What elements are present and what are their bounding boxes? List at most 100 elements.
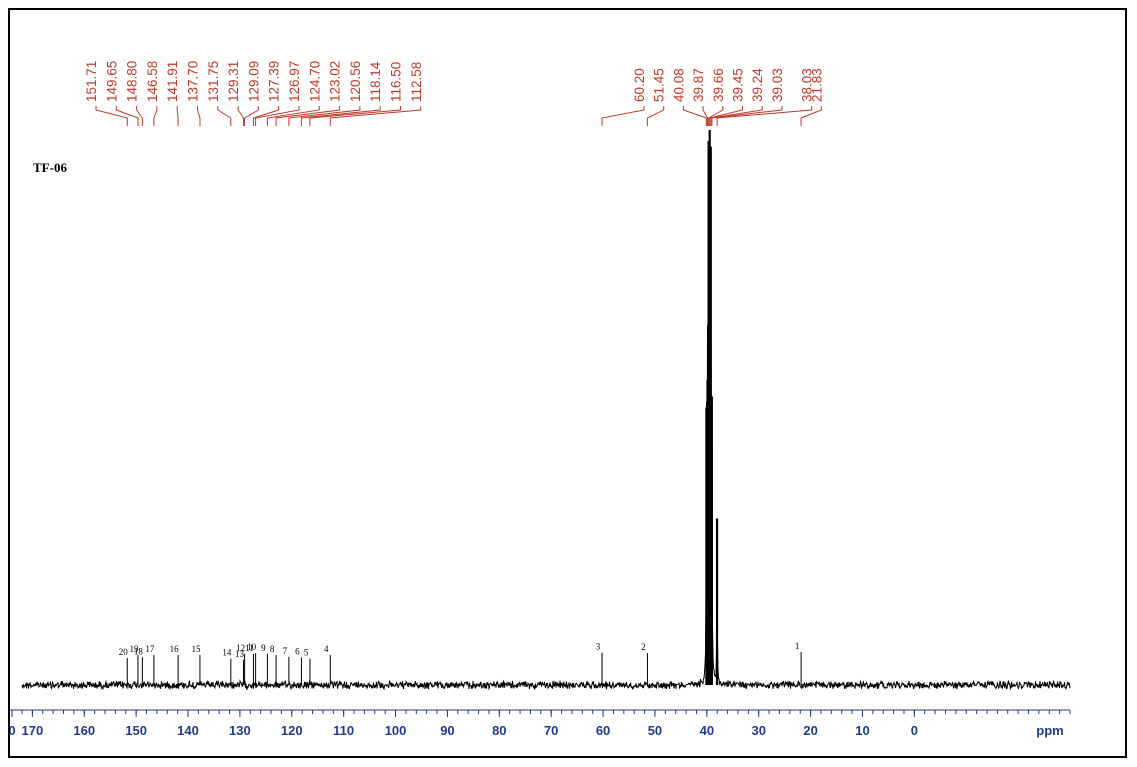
shift-label: 40.08 (671, 68, 686, 102)
peak-number: 16 (170, 644, 180, 654)
shift-label: 120.56 (348, 61, 363, 102)
shift-connector (710, 106, 763, 126)
shift-connector (702, 106, 708, 126)
peak-number: 19 (129, 644, 139, 654)
peak-number: 3 (596, 642, 601, 652)
peak-number: 1 (795, 641, 800, 651)
shift-connector (716, 106, 813, 126)
shift-label: 51.45 (652, 68, 667, 102)
tick-label: 140 (177, 723, 199, 738)
spectrum-trace-group (21, 130, 1071, 691)
tick-label: 90 (440, 723, 454, 738)
peak-number: 7 (283, 646, 288, 656)
peak-number: 6 (295, 646, 300, 656)
shift-connector (275, 106, 341, 126)
axis-unit-label: ppm (1036, 723, 1063, 738)
tick-label: 80 (492, 723, 506, 738)
shift-connector (646, 106, 665, 126)
shift-label: 124.70 (307, 61, 322, 102)
tick-label: 40 (700, 723, 714, 738)
shift-label: 39.87 (691, 68, 706, 102)
peak-number: 12 (236, 643, 245, 653)
tick-label: 0 (10, 723, 16, 738)
peak-number: 10 (247, 642, 256, 652)
shift-connector (153, 106, 158, 126)
shift-label: 151.71 (84, 61, 99, 102)
shift-label: 129.09 (246, 61, 261, 102)
tick-label: 20 (803, 723, 817, 738)
shift-connector (217, 106, 232, 126)
shift-label: 137.70 (186, 61, 201, 102)
peak-number: 2 (641, 642, 646, 652)
shift-label: 60.20 (632, 68, 647, 102)
shift-label: 146.58 (145, 61, 160, 102)
tick-label: 130 (229, 723, 251, 738)
tick-label: 0 (911, 723, 918, 738)
shift-connector (711, 106, 783, 126)
tick-label: 10 (855, 723, 869, 738)
shift-label: 149.65 (104, 61, 119, 102)
shift-connector (300, 106, 381, 126)
shift-connector (237, 106, 244, 126)
shift-label: 38.03 (800, 68, 815, 102)
shift-label: 148.80 (125, 61, 140, 102)
shift-connector (115, 106, 139, 126)
shift-label-group: 151.71 149.65 148.80 146.58 141.91 137.70 131.… (84, 61, 824, 126)
shift-connector (708, 106, 724, 126)
spectrum-frame: TF-06 151.71 149.65 148.80 146.58 141.91 137.… (8, 8, 1127, 758)
peak-number: 20 (119, 647, 129, 657)
tick-label: 160 (73, 723, 95, 738)
tick-label: 110 (333, 723, 354, 738)
tick-label: 150 (125, 723, 147, 738)
shift-connector (309, 106, 401, 126)
peak-number: 13 (235, 649, 245, 659)
ppm-axis: 0 170 160 150 140 130 120 110 100 90 80 70 60 50 40 30 2… (10, 709, 1071, 738)
shift-label: 126.97 (287, 61, 302, 102)
baseline-trace (21, 145, 1071, 691)
shift-label: 39.03 (770, 68, 785, 102)
peak-number: 14 (222, 648, 232, 658)
sample-label: TF-06 (33, 160, 67, 175)
tick-label: 70 (544, 723, 558, 738)
shift-label: 131.75 (206, 61, 221, 102)
shift-connector (601, 106, 645, 126)
peak-number: 4 (324, 644, 329, 654)
shift-label: 118.14 (368, 61, 383, 102)
shift-label: 39.24 (750, 68, 765, 102)
tick-label: 170 (22, 723, 44, 738)
peak-number: 15 (191, 644, 201, 654)
peak-number: 9 (261, 643, 266, 653)
shift-connector (197, 106, 201, 126)
peak-number: 17 (145, 644, 155, 654)
shift-connector (255, 106, 300, 126)
shift-connector (329, 106, 422, 126)
shift-label: 39.66 (711, 68, 726, 102)
shift-connector (95, 106, 128, 126)
shift-label: 123.02 (328, 61, 343, 102)
shift-connector (252, 106, 280, 126)
tick-label: 120 (281, 723, 303, 738)
shift-connector (288, 106, 361, 126)
shift-label: 141.91 (165, 61, 180, 102)
peak-number: 8 (270, 644, 275, 654)
shift-connector (266, 106, 320, 126)
shift-label: 21.83 (809, 68, 824, 102)
shift-connector (244, 106, 259, 126)
peak-number: 18 (134, 646, 144, 656)
tick-label: 50 (648, 723, 662, 738)
tick-label: 100 (385, 723, 407, 738)
shift-connector (709, 106, 743, 126)
tick-label: 60 (596, 723, 610, 738)
shift-connector (176, 106, 179, 126)
shift-connector (136, 106, 143, 126)
shift-label: 116.50 (389, 62, 404, 102)
nmr-spectrum: TF-06 151.71 149.65 148.80 146.58 141.91 137.… (10, 61, 1071, 738)
shift-connector (682, 106, 707, 126)
peak-number: 5 (304, 648, 309, 658)
shift-label: 112.58 (409, 62, 424, 102)
peak-number: 11 (245, 643, 254, 653)
shift-label: 129.31 (226, 61, 241, 102)
shift-connector (800, 106, 822, 126)
shift-label: 127.39 (267, 61, 282, 102)
